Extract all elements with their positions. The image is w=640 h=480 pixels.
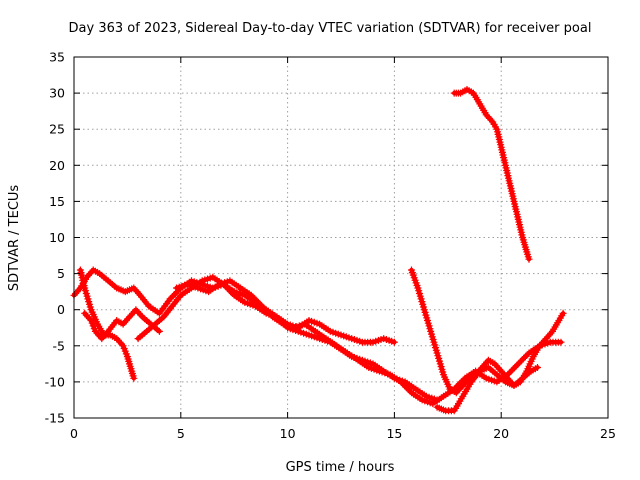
chart-title: Day 363 of 2023, Sidereal Day-to-day VTE… bbox=[69, 21, 592, 36]
data-layer bbox=[70, 86, 567, 415]
x-tick-label: 20 bbox=[493, 426, 509, 441]
y-tick-label: 15 bbox=[49, 194, 65, 209]
y-tick-label: 20 bbox=[49, 158, 65, 173]
y-tick-label: 35 bbox=[49, 50, 65, 65]
series-track-c bbox=[134, 273, 441, 404]
y-tick-label: 5 bbox=[57, 266, 65, 281]
series-line bbox=[451, 87, 532, 262]
series-markers bbox=[433, 364, 541, 415]
series-line bbox=[409, 267, 566, 395]
x-tick-label: 10 bbox=[280, 426, 296, 441]
x-tick-label: 25 bbox=[600, 426, 616, 441]
series-track-d bbox=[81, 306, 163, 343]
y-tick-label: 30 bbox=[49, 86, 65, 101]
series-track-e bbox=[173, 277, 565, 408]
series-track-b bbox=[76, 266, 138, 382]
series-markers bbox=[81, 306, 163, 343]
axis-ticks: 0 5 10 15 20 25 -15 -10 -5 0 5 10 15 20 25 30 35 bbox=[45, 50, 616, 442]
y-tick-label: 10 bbox=[49, 230, 65, 245]
y-tick-label: 25 bbox=[49, 122, 65, 137]
y-tick-label: -10 bbox=[45, 374, 65, 389]
series-markers bbox=[134, 273, 441, 404]
x-tick-label: 0 bbox=[70, 426, 78, 441]
y-tick-label: -15 bbox=[45, 411, 65, 426]
series-markers bbox=[450, 86, 533, 263]
y-tick-label: -5 bbox=[53, 338, 65, 353]
x-tick-label: 15 bbox=[386, 426, 402, 441]
series-markers bbox=[70, 266, 398, 346]
series-track-g bbox=[433, 364, 541, 415]
series-track-h bbox=[450, 86, 533, 263]
y-axis-label: SDTVAR / TECUs bbox=[7, 185, 22, 292]
series-track-a bbox=[70, 266, 398, 346]
x-axis-label: GPS time / hours bbox=[286, 460, 395, 475]
series-track-f bbox=[408, 266, 567, 397]
series-markers bbox=[408, 266, 567, 397]
y-tick-label: 0 bbox=[57, 302, 65, 317]
x-tick-label: 5 bbox=[177, 426, 185, 441]
